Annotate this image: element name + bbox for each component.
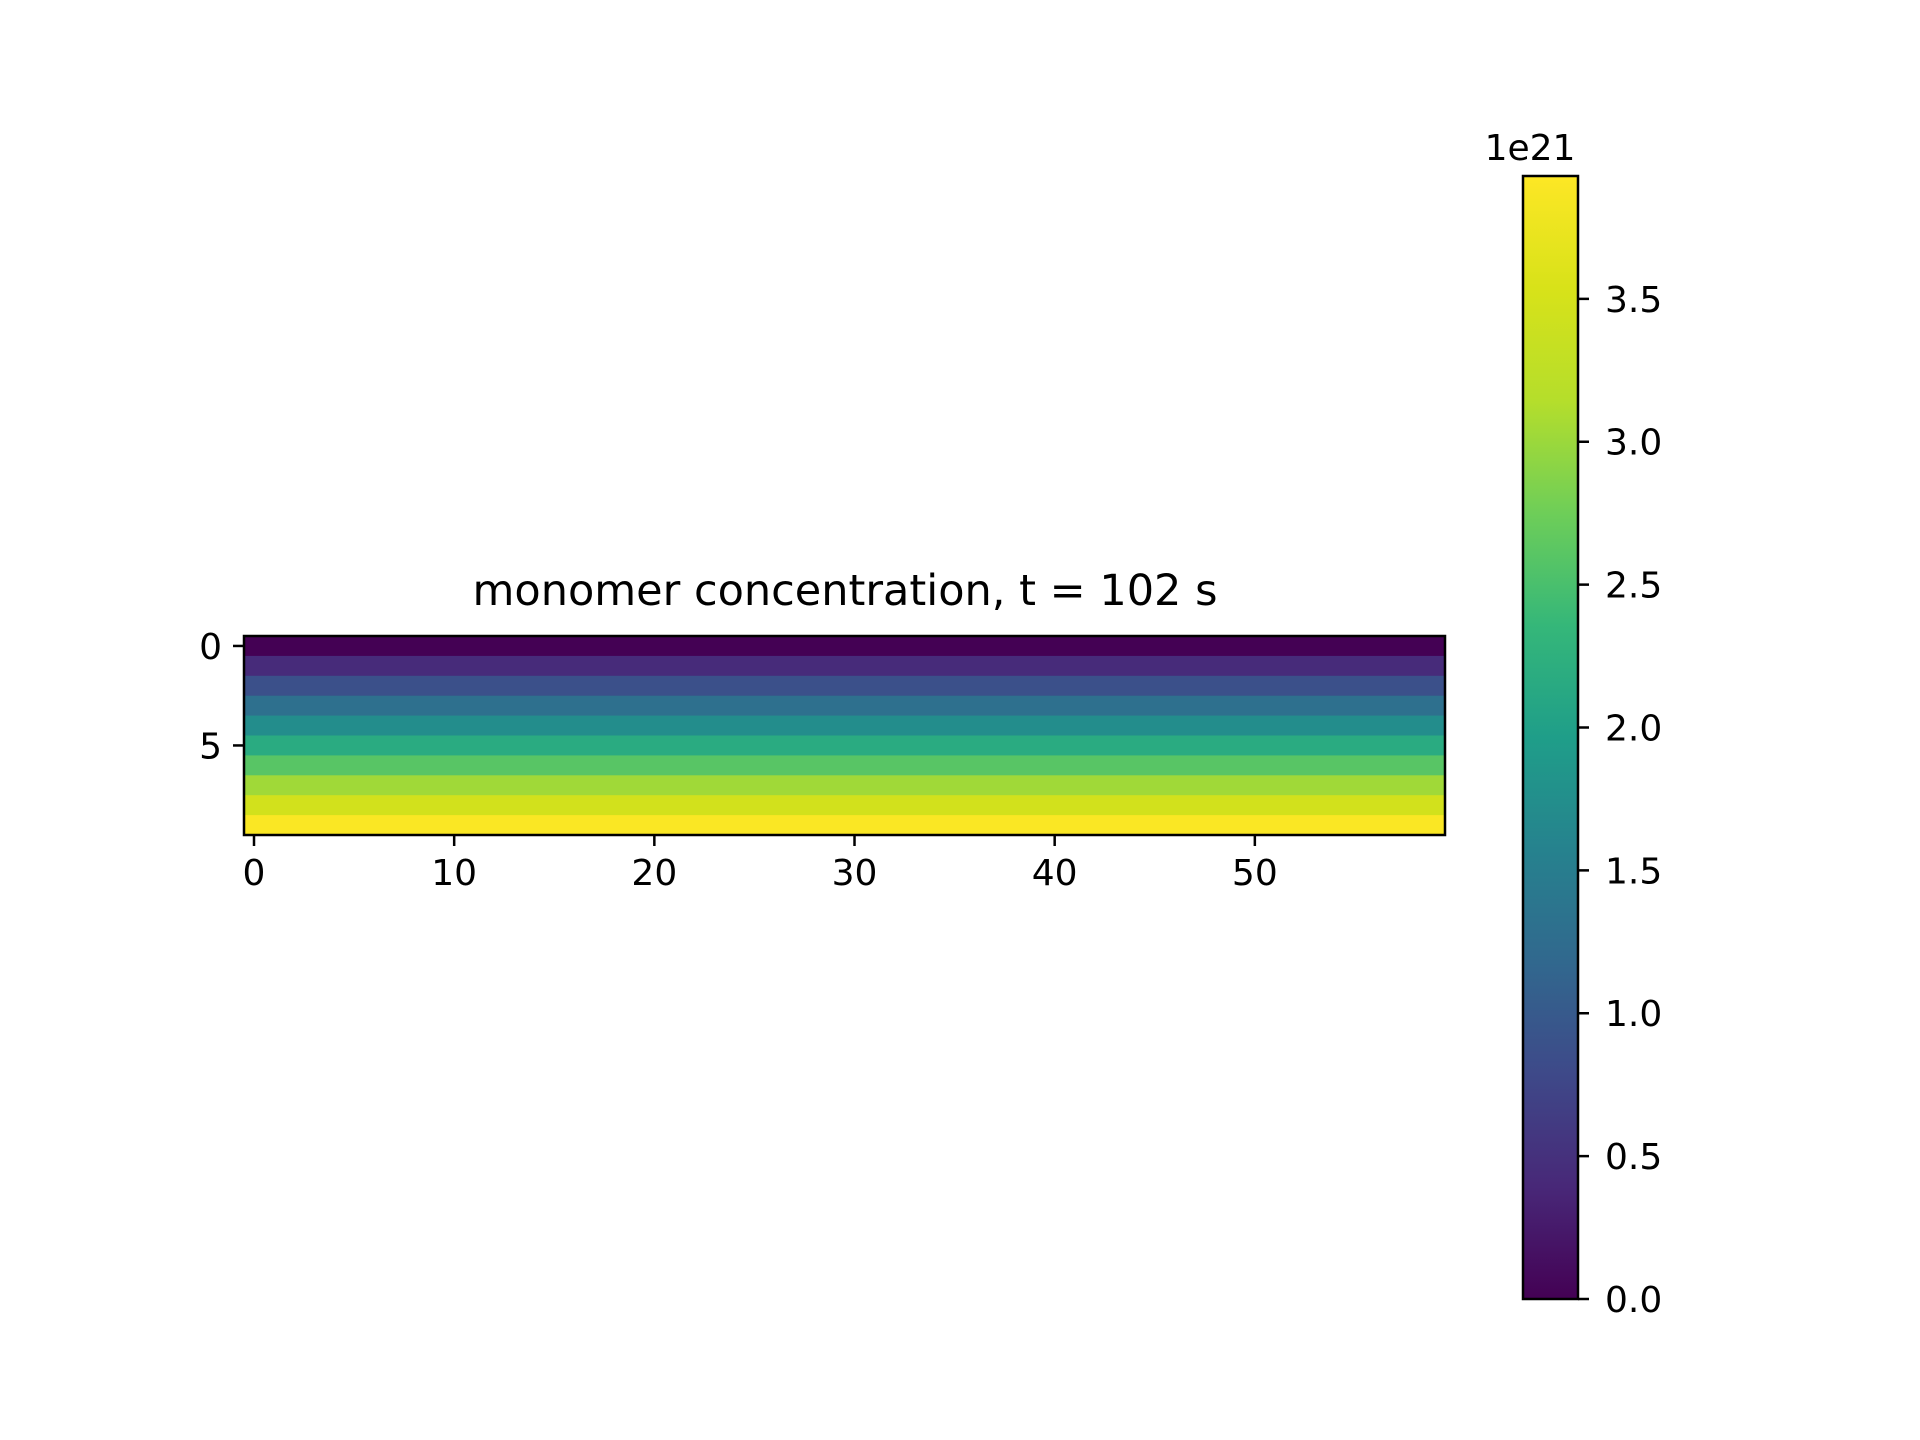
y-axis: 05 [199,627,244,767]
y-tick-label: 0 [199,627,222,668]
heatmap-row [244,636,1445,657]
heatmap [244,636,1445,836]
heatmap-row [244,735,1445,756]
heatmap-row [244,695,1445,717]
heatmap-frame [242,634,1447,837]
colorbar-tick-label: 0.5 [1605,1137,1662,1178]
colorbar-axis: 0.0 0.5 1.0 1.5 2.0 2.5 3.0 3.5 [1578,280,1662,1321]
colorbar-offset-label: 1e21 [1485,128,1576,169]
x-tick-label: 10 [431,853,477,894]
y-tick-label: 5 [199,726,222,767]
heatmap-row [244,675,1445,697]
colorbar-tick-label: 0.0 [1605,1280,1662,1321]
colorbar-tick-label: 2.0 [1605,708,1662,749]
x-tick-label: 0 [243,853,266,894]
heatmap-row [244,655,1445,677]
colorbar [1521,174,1580,1301]
x-tick-label: 20 [631,853,677,894]
heatmap-row [244,755,1445,776]
chart-title: monomer concentration, t = 102 s [473,566,1218,616]
colorbar-tick-label: 3.5 [1605,280,1662,321]
colorbar-tick-label: 1.0 [1605,994,1662,1035]
x-tick-label: 50 [1232,853,1278,894]
heatmap-row [244,775,1445,796]
x-axis: 0 10 20 30 40 50 [243,835,1278,894]
heatmap-row [244,815,1445,836]
x-tick-label: 40 [1032,853,1078,894]
heatmap-row [244,795,1445,816]
colorbar-tick-label: 2.5 [1605,566,1662,607]
colorbar-tick-label: 1.5 [1605,851,1662,892]
x-tick-label: 30 [832,853,878,894]
heatmap-row [244,715,1445,736]
colorbar-tick-label: 3.0 [1605,423,1662,464]
